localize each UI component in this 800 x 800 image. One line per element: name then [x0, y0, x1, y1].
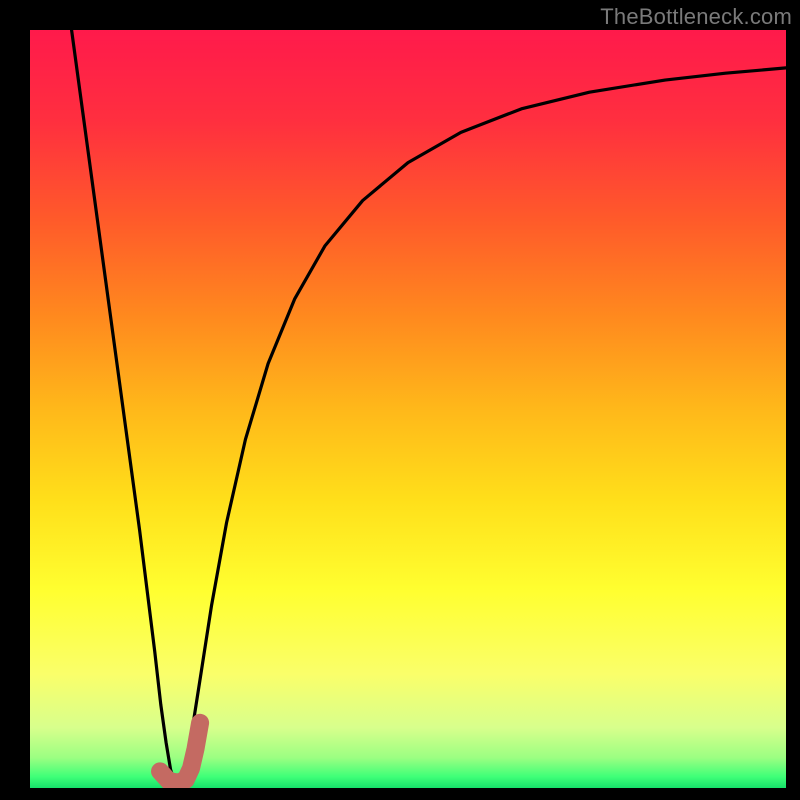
chart-frame: TheBottleneck.com — [0, 0, 800, 800]
plot-area — [30, 30, 786, 788]
chart-svg — [30, 30, 786, 788]
gradient-background — [30, 30, 786, 788]
watermark-text: TheBottleneck.com — [600, 4, 792, 30]
